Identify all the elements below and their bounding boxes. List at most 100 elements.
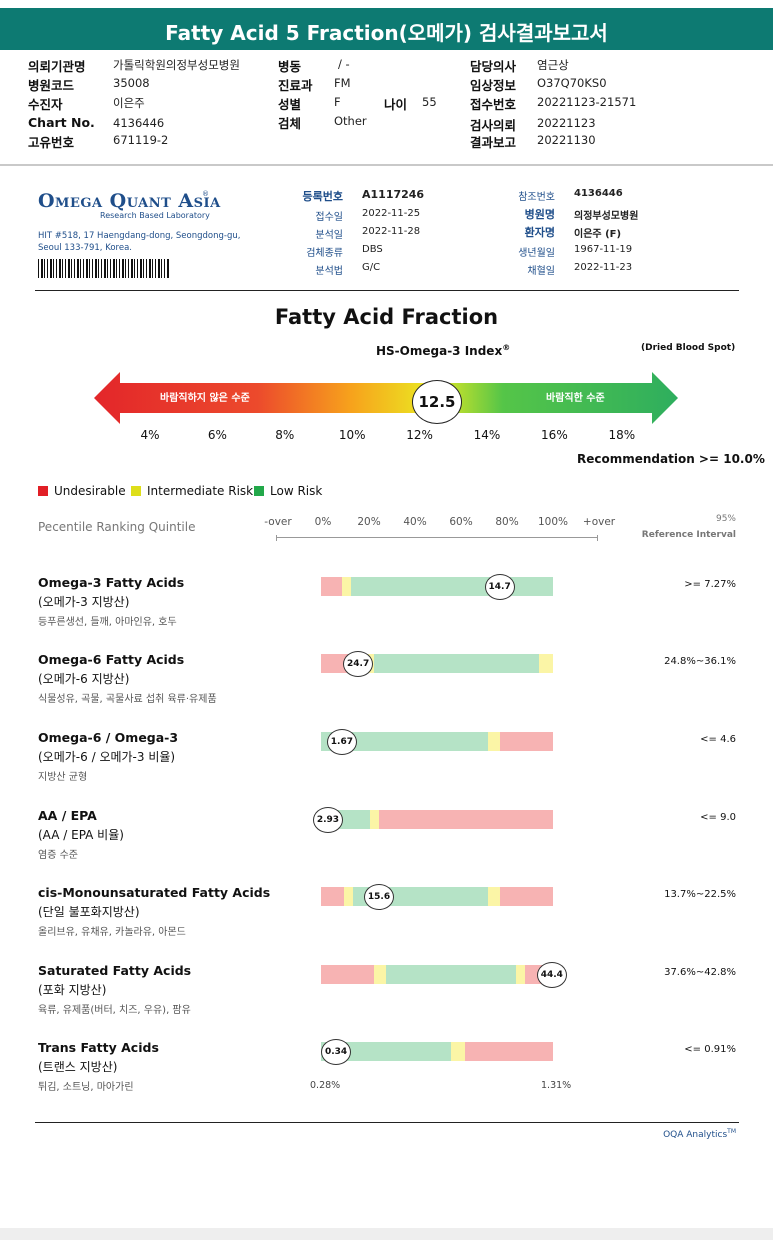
- received-value: 2022-11-25: [362, 208, 421, 219]
- range-zone-green: [385, 965, 516, 984]
- dob-label: 생년월일: [518, 248, 555, 259]
- percentile-tick: 100%: [537, 516, 569, 528]
- legend-swatch: [131, 486, 141, 496]
- result-marker: 44.4: [536, 962, 567, 988]
- row-subtitle: (오메가-6 / 오메가-3 비율): [38, 750, 176, 764]
- sample-note: (Dried Blood Spot): [641, 343, 736, 353]
- range-bar: [321, 1042, 553, 1061]
- result-marker: 0.34: [321, 1039, 352, 1065]
- gauge-arrow: [94, 372, 678, 424]
- row-title: Trans Fatty Acids: [38, 1040, 159, 1055]
- row-subtitle: (단일 불포화지방산): [38, 905, 140, 919]
- ref-no-value: 4136446: [574, 188, 623, 199]
- index-value: 12.5: [418, 393, 456, 411]
- request-value: 20221123: [537, 116, 596, 130]
- row-food-sources: 등푸른생선, 들깨, 아마인유, 호두: [38, 617, 177, 628]
- info-patient-label: 환자명: [524, 226, 555, 239]
- patient-value: 이은주: [113, 96, 145, 110]
- institution-label: 의뢰기관명: [28, 59, 86, 74]
- range-bar: [321, 810, 553, 829]
- ref-percent: 95%: [715, 514, 736, 524]
- dept-label: 진료과: [278, 78, 313, 93]
- range-zone-red: [379, 810, 553, 829]
- range-zone-yellow: [344, 887, 354, 906]
- unique-value: 671119-2: [113, 133, 169, 147]
- sex-label: 성별: [278, 97, 302, 112]
- reference-interval: <= 9.0: [700, 812, 736, 823]
- lab-address-line2: Seoul 133-791, Korea.: [38, 243, 132, 253]
- percentile-axis: [276, 537, 598, 538]
- percentile-tick: 20%: [357, 516, 381, 528]
- doctor-label: 담당의사: [470, 59, 517, 74]
- info-patient-value: 이은주 (F): [574, 229, 622, 240]
- footer-brand-text: OQA Analytics: [663, 1130, 728, 1140]
- row-food-sources: 지방산 균형: [38, 772, 88, 783]
- reference-interval: <= 0.91%: [684, 1044, 736, 1055]
- reg-no-value: A1117246: [362, 188, 425, 201]
- footer-brand-sup: TM: [727, 1128, 736, 1135]
- percentile-axis-right-cap: [597, 535, 598, 541]
- reference-interval: <= 4.6: [700, 734, 736, 745]
- index-scale-tick: 14%: [473, 428, 501, 442]
- row-food-sources: 식물성유, 곡물, 곡물사료 섭취 육류·유제품: [38, 694, 217, 705]
- ref-no-label: 참조번호: [518, 192, 555, 203]
- range-zone-yellow: [488, 732, 500, 751]
- section-rule-top: [35, 290, 739, 291]
- range-zone-red: [499, 887, 553, 906]
- dob-value: 1967-11-19: [574, 244, 633, 255]
- trans-axis-max: 1.31%: [541, 1080, 572, 1091]
- reception-value: 20221123-21571: [537, 95, 637, 109]
- analyzed-value: 2022-11-28: [362, 226, 421, 237]
- percentile-title: Pecentile Ranking Quintile: [38, 520, 196, 534]
- analyzed-label: 분석일: [315, 230, 343, 241]
- range-zone-green: [351, 577, 553, 596]
- result-marker: 24.7: [343, 651, 374, 677]
- report-banner: Fatty Acid 5 Fraction(오메가) 검사결과보고서: [0, 0, 773, 50]
- method-label: 분석법: [315, 266, 343, 277]
- legend-label: Low Risk: [270, 484, 323, 498]
- range-zone-yellow: [539, 654, 553, 673]
- result-value: 20221130: [537, 133, 596, 147]
- result-marker: 15.6: [364, 884, 394, 910]
- reference-interval: 13.7%~22.5%: [664, 889, 736, 900]
- sample-type-label: 검체종류: [306, 248, 343, 259]
- index-scale-tick: 10%: [338, 428, 366, 442]
- range-bar: [321, 965, 553, 984]
- main-title: Fatty Acid Fraction: [274, 305, 499, 329]
- range-zone-green: [374, 654, 540, 673]
- hospital-code-label: 병원코드: [28, 78, 75, 93]
- index-scale-tick: 4%: [140, 428, 160, 442]
- row-subtitle: (트랜스 지방산): [38, 1060, 118, 1074]
- index-sup: ®: [502, 343, 511, 352]
- row-title: Omega-6 / Omega-3: [38, 730, 179, 745]
- row-title: Omega-6 Fatty Acids: [38, 652, 185, 667]
- age-label: 나이: [384, 97, 408, 112]
- hospital-label: 병원명: [524, 208, 555, 221]
- range-bar: [321, 577, 553, 596]
- ward-value: / -: [338, 57, 350, 71]
- index-scale-tick: 8%: [275, 428, 295, 442]
- row-food-sources: 튀김, 소트닝, 마아가린: [38, 1082, 134, 1093]
- undesirable-zone-label: 바람직하지 않은 수준: [160, 393, 250, 404]
- barcode-image: [38, 259, 170, 278]
- range-zone-red: [464, 1042, 553, 1061]
- percentile-tick: 60%: [449, 516, 473, 528]
- institution-value: 가톨릭학원의정부성모병원: [113, 58, 240, 72]
- range-zone-yellow: [369, 810, 379, 829]
- reg-no-label: 등록번호: [302, 190, 343, 203]
- legend-swatch: [38, 486, 48, 496]
- request-label: 검사의뢰: [470, 118, 517, 133]
- range-zone-yellow: [488, 887, 500, 906]
- row-subtitle: (AA / EPA 비율): [38, 828, 124, 842]
- range-bar: [321, 732, 553, 751]
- legend-swatch: [254, 486, 264, 496]
- range-zone-yellow: [374, 965, 386, 984]
- specimen-label: 검체: [278, 116, 302, 131]
- index-name: HS-Omega-3 Index®: [376, 343, 510, 358]
- chart-value: 4136446: [113, 116, 165, 130]
- footer-brand: OQA AnalyticsTM: [663, 1128, 736, 1140]
- registered-mark: ®: [202, 190, 209, 198]
- reference-interval: 24.8%~36.1%: [664, 656, 736, 667]
- row-subtitle: (포화 지방산): [38, 983, 107, 997]
- method-value: G/C: [362, 262, 381, 273]
